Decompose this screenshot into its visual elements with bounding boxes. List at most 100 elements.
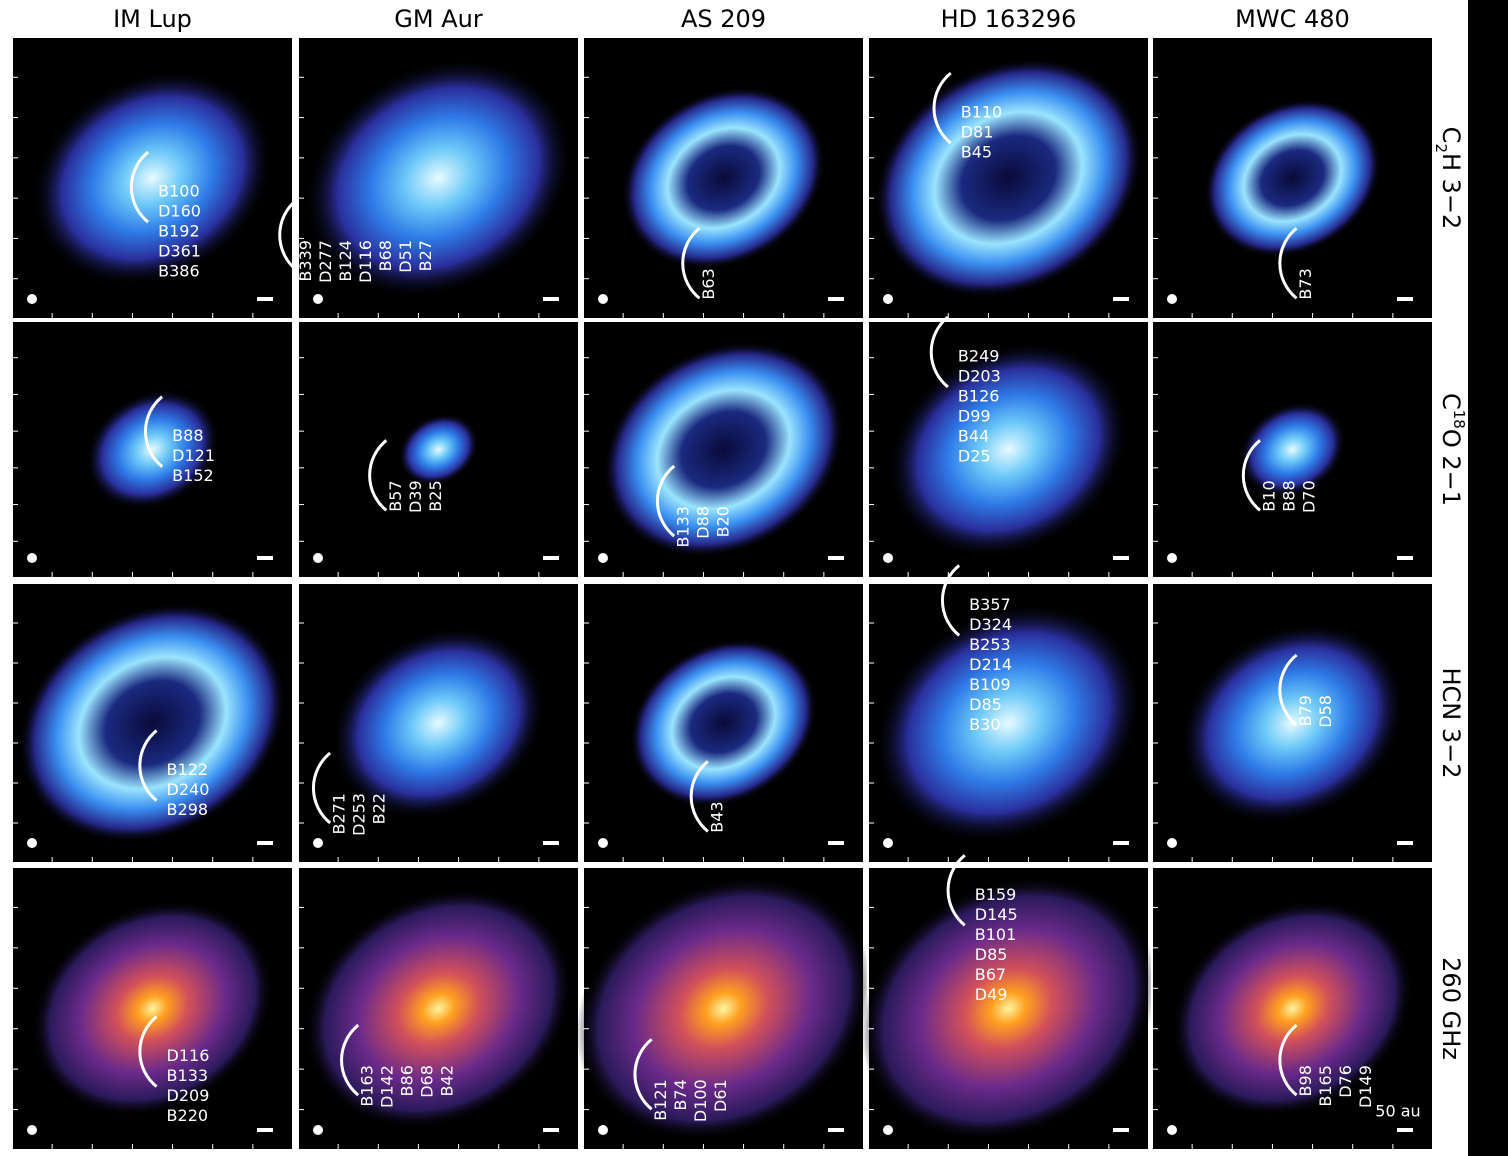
emission [602,341,845,558]
ring-label: B339 [296,240,315,282]
ring-label: D88 [694,506,713,539]
row-label-part: 260 GHz [1437,957,1465,1060]
ring-label: D70 [1300,480,1319,513]
scale-bar [543,297,559,301]
scale-bar [828,841,844,845]
scale-bar [828,297,844,301]
ring-label: B27 [416,240,435,271]
panel: B163 D142 B86 D68 B42 [297,866,580,1151]
scale-bar [543,556,559,560]
ring-label: B159 [975,885,1017,904]
ring-label: B88 [172,426,203,445]
emission [874,57,1143,299]
row-label-part: O 2−1 [1437,429,1465,506]
ring-label: B249 [958,346,1000,365]
panel: B339 D277 B124 D116 B68 D51 B27 [278,36,580,320]
ring-label: B20 [714,506,733,537]
ring-label: B110 [961,103,1003,122]
scale-bar [828,556,844,560]
ring-label: B109 [969,675,1011,694]
emission [398,413,479,486]
ring-label: B86 [398,1065,417,1096]
ring-label: B126 [958,386,1000,405]
ring-label: B298 [167,800,209,819]
scale-bar [1397,556,1413,560]
emission [1171,900,1414,1117]
panel: B43 [582,582,865,864]
ring-label: D68 [418,1065,437,1098]
ring-label: B386 [158,262,200,281]
row-label: 260 GHz [1437,957,1465,1060]
ring-marker [368,439,388,512]
scale-bar [1397,297,1413,301]
beam [598,553,608,563]
ring-label: D51 [396,240,415,273]
beam [313,1125,323,1135]
ring-label: B357 [969,595,1011,614]
beam [1167,1125,1177,1135]
row-label-part: 2 [1433,143,1451,153]
emission [887,341,1130,558]
ring-label: D81 [961,123,994,142]
emission [621,86,826,270]
beam [313,294,323,304]
ring-label: B42 [438,1065,457,1096]
panel: B73 [1151,36,1434,320]
emission [629,638,818,808]
panel: B57 D39 B25 [297,320,580,579]
ring-label: D116 [356,240,375,283]
scale-bar [257,297,273,301]
emission [331,626,546,820]
row-label-part: C [1437,127,1465,144]
ring-label: B220 [167,1106,209,1125]
row-label-part: 18 [1451,410,1469,429]
ring-label: B10 [1260,480,1279,511]
row-label: C2H 3−2 [1433,127,1466,230]
ring-label: B253 [969,635,1011,654]
ring-label: B30 [969,715,1000,734]
ring-label: B43 [707,801,726,832]
emission [576,876,871,1141]
ring-label: B124 [336,240,355,282]
scale-bar [257,556,273,560]
ring-label: B101 [975,925,1017,944]
ring-marker [1278,653,1298,727]
ring-label: B44 [958,426,989,445]
ring-label: D361 [158,242,201,261]
beam [1167,553,1177,563]
ring-label: D76 [1336,1065,1355,1098]
ring-marker [144,395,164,468]
emission [31,69,274,287]
beam [27,294,37,304]
ring-label: D25 [958,446,991,465]
ring-marker [681,227,701,300]
emission [304,888,573,1129]
ring-label: B68 [376,240,395,271]
emission [304,57,573,299]
beam [27,1125,37,1135]
emission [874,602,1143,844]
column-title: IM Lup [113,5,192,33]
ring-label: D39 [406,480,425,513]
ring-label: D209 [167,1086,210,1105]
ring-label: B122 [167,760,209,779]
ring-label: B74 [671,1079,690,1110]
beam [313,553,323,563]
beam [883,1125,893,1135]
ring-label: B165 [1316,1065,1335,1107]
ring-label: D85 [975,945,1008,964]
ring-label: B22 [370,793,389,824]
scale-label: 50 au [1375,1102,1420,1121]
panel: B10 B88 D70 [1151,320,1434,579]
row-label-part: C [1437,393,1465,410]
ring-label: D142 [378,1065,397,1108]
ring-label: D99 [958,406,991,425]
ring-label: B100 [158,182,200,201]
beam [883,294,893,304]
ring-label: D121 [172,446,215,465]
